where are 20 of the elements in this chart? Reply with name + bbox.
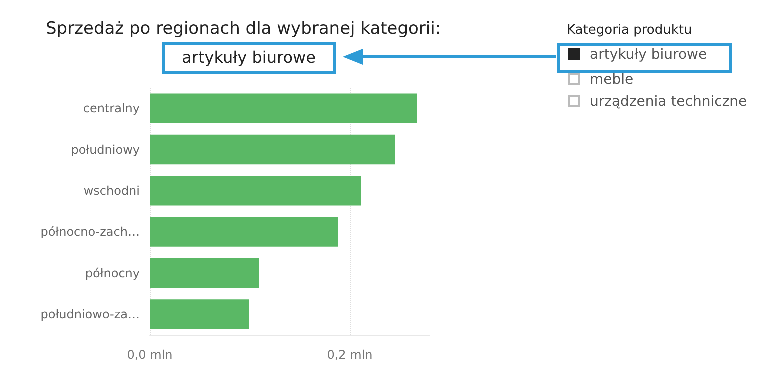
bar	[150, 258, 259, 288]
bar	[150, 134, 395, 165]
x-tick-label: 0,0 mln	[127, 348, 173, 362]
y-tick-label: północny	[85, 266, 140, 280]
text: urządzenia techniczne	[590, 94, 748, 110]
y-tick-label: południowo-za…	[40, 307, 140, 322]
bar	[150, 176, 361, 206]
bar	[150, 94, 417, 124]
legend-title: Kategoria produktu	[567, 23, 692, 38]
y-tick-label: centralny	[83, 102, 140, 116]
bar	[150, 217, 338, 247]
text: artykuły biurowe	[590, 47, 708, 63]
chart-subtitle: artykuły biurowe	[162, 42, 336, 74]
y-tick-label: wschodni	[84, 184, 140, 198]
y-tick-label: południowy	[71, 142, 140, 157]
y-tick-label: północno-zach…	[40, 225, 140, 240]
x-tick-label: 0,2 mln	[327, 348, 373, 362]
bar	[150, 300, 249, 330]
chart-title: Sprzedaż po regionach dla wybranej kategorii:	[46, 19, 442, 39]
text: meble	[590, 72, 634, 88]
